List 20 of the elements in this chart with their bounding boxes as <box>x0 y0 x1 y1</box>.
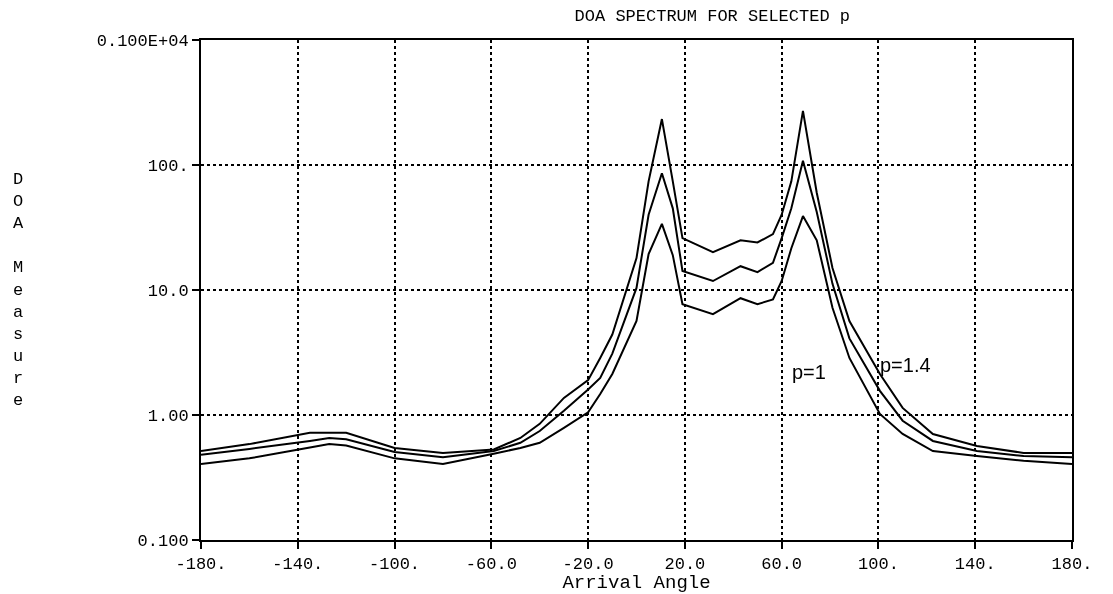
x-tick-label: -20.0 <box>562 555 614 575</box>
y-tick-label: 0.100 <box>137 531 189 551</box>
x-axis-title: Arrival Angle <box>562 572 711 594</box>
annotation: p=1.4 <box>880 354 931 376</box>
x-tick-label: -140. <box>272 555 324 575</box>
x-tick-label: 180. <box>1051 555 1093 575</box>
x-tick-label: 60.0 <box>761 555 803 575</box>
chart-title: DOA SPECTRUM FOR SELECTED p <box>574 6 851 26</box>
x-tick-label: -60.0 <box>465 555 517 575</box>
x-tick-label: -100. <box>369 555 421 575</box>
annotation: p=1 <box>792 361 826 383</box>
y-tick-label: 0.100E+04 <box>96 31 189 51</box>
x-tick-label: 20.0 <box>664 555 706 575</box>
y-tick-label: 1.00 <box>147 406 189 426</box>
text: DOA Measure <box>13 170 24 410</box>
x-tick-label: 100. <box>858 555 899 575</box>
x-tick-label: -180. <box>175 555 227 575</box>
x-tick-label: 140. <box>954 555 996 575</box>
y-tick-label: 100. <box>147 156 189 176</box>
y-tick-label: 10.0 <box>147 281 189 301</box>
